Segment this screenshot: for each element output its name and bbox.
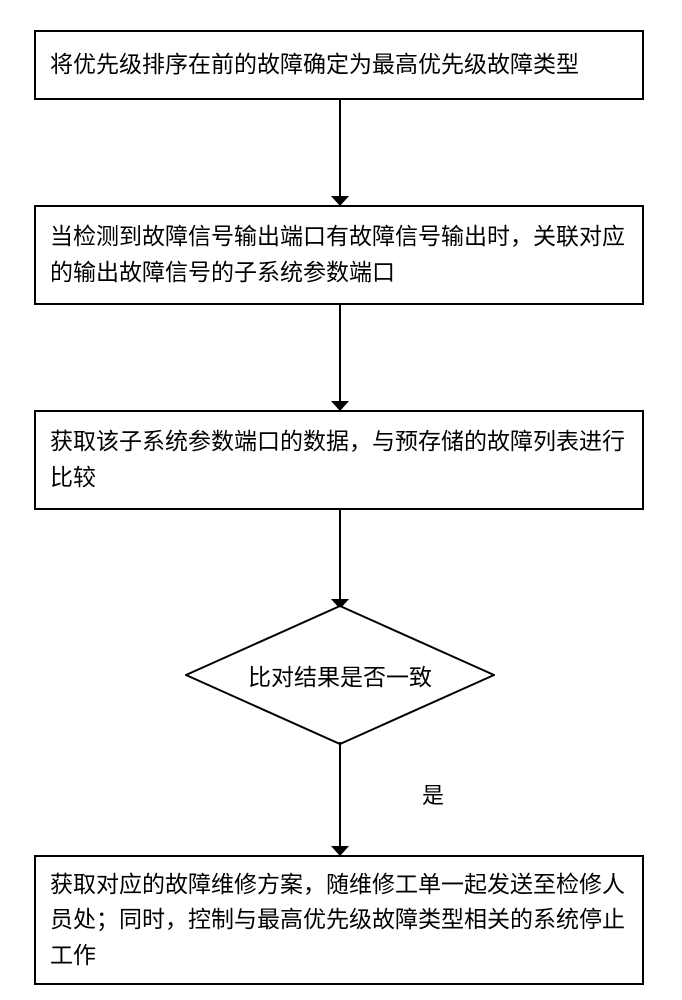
decision-1-text: 比对结果是否一致 bbox=[248, 658, 432, 692]
decision-1: 比对结果是否一致 bbox=[185, 605, 495, 745]
process-box-1: 将优先级排序在前的故障确定为最高优先级故障类型 bbox=[34, 30, 644, 100]
process-box-4: 获取对应的故障维修方案，随维修工单一起发送至检修人员处；同时，控制与最高优先级故… bbox=[34, 855, 644, 985]
process-box-4-text: 获取对应的故障维修方案，随维修工单一起发送至检修人员处；同时，控制与最高优先级故… bbox=[50, 867, 628, 974]
process-box-3: 获取该子系统参数端口的数据，与预存储的故障列表进行比较 bbox=[34, 410, 644, 510]
arrow-1 bbox=[339, 100, 341, 196]
flowchart-canvas: 将优先级排序在前的故障确定为最高优先级故障类型 当检测到故障信号输出端口有故障信… bbox=[0, 0, 682, 1000]
process-box-2-text: 当检测到故障信号输出端口有故障信号输出时，关联对应的输出故障信号的子系统参数端口 bbox=[50, 219, 628, 290]
arrow-2 bbox=[339, 305, 341, 401]
edge-label-yes: 是 bbox=[420, 778, 446, 810]
arrow-3 bbox=[339, 510, 341, 599]
process-box-1-text: 将优先级排序在前的故障确定为最高优先级故障类型 bbox=[50, 47, 579, 83]
arrow-4 bbox=[339, 742, 341, 846]
process-box-3-text: 获取该子系统参数端口的数据，与预存储的故障列表进行比较 bbox=[50, 424, 628, 495]
process-box-2: 当检测到故障信号输出端口有故障信号输出时，关联对应的输出故障信号的子系统参数端口 bbox=[34, 205, 644, 305]
